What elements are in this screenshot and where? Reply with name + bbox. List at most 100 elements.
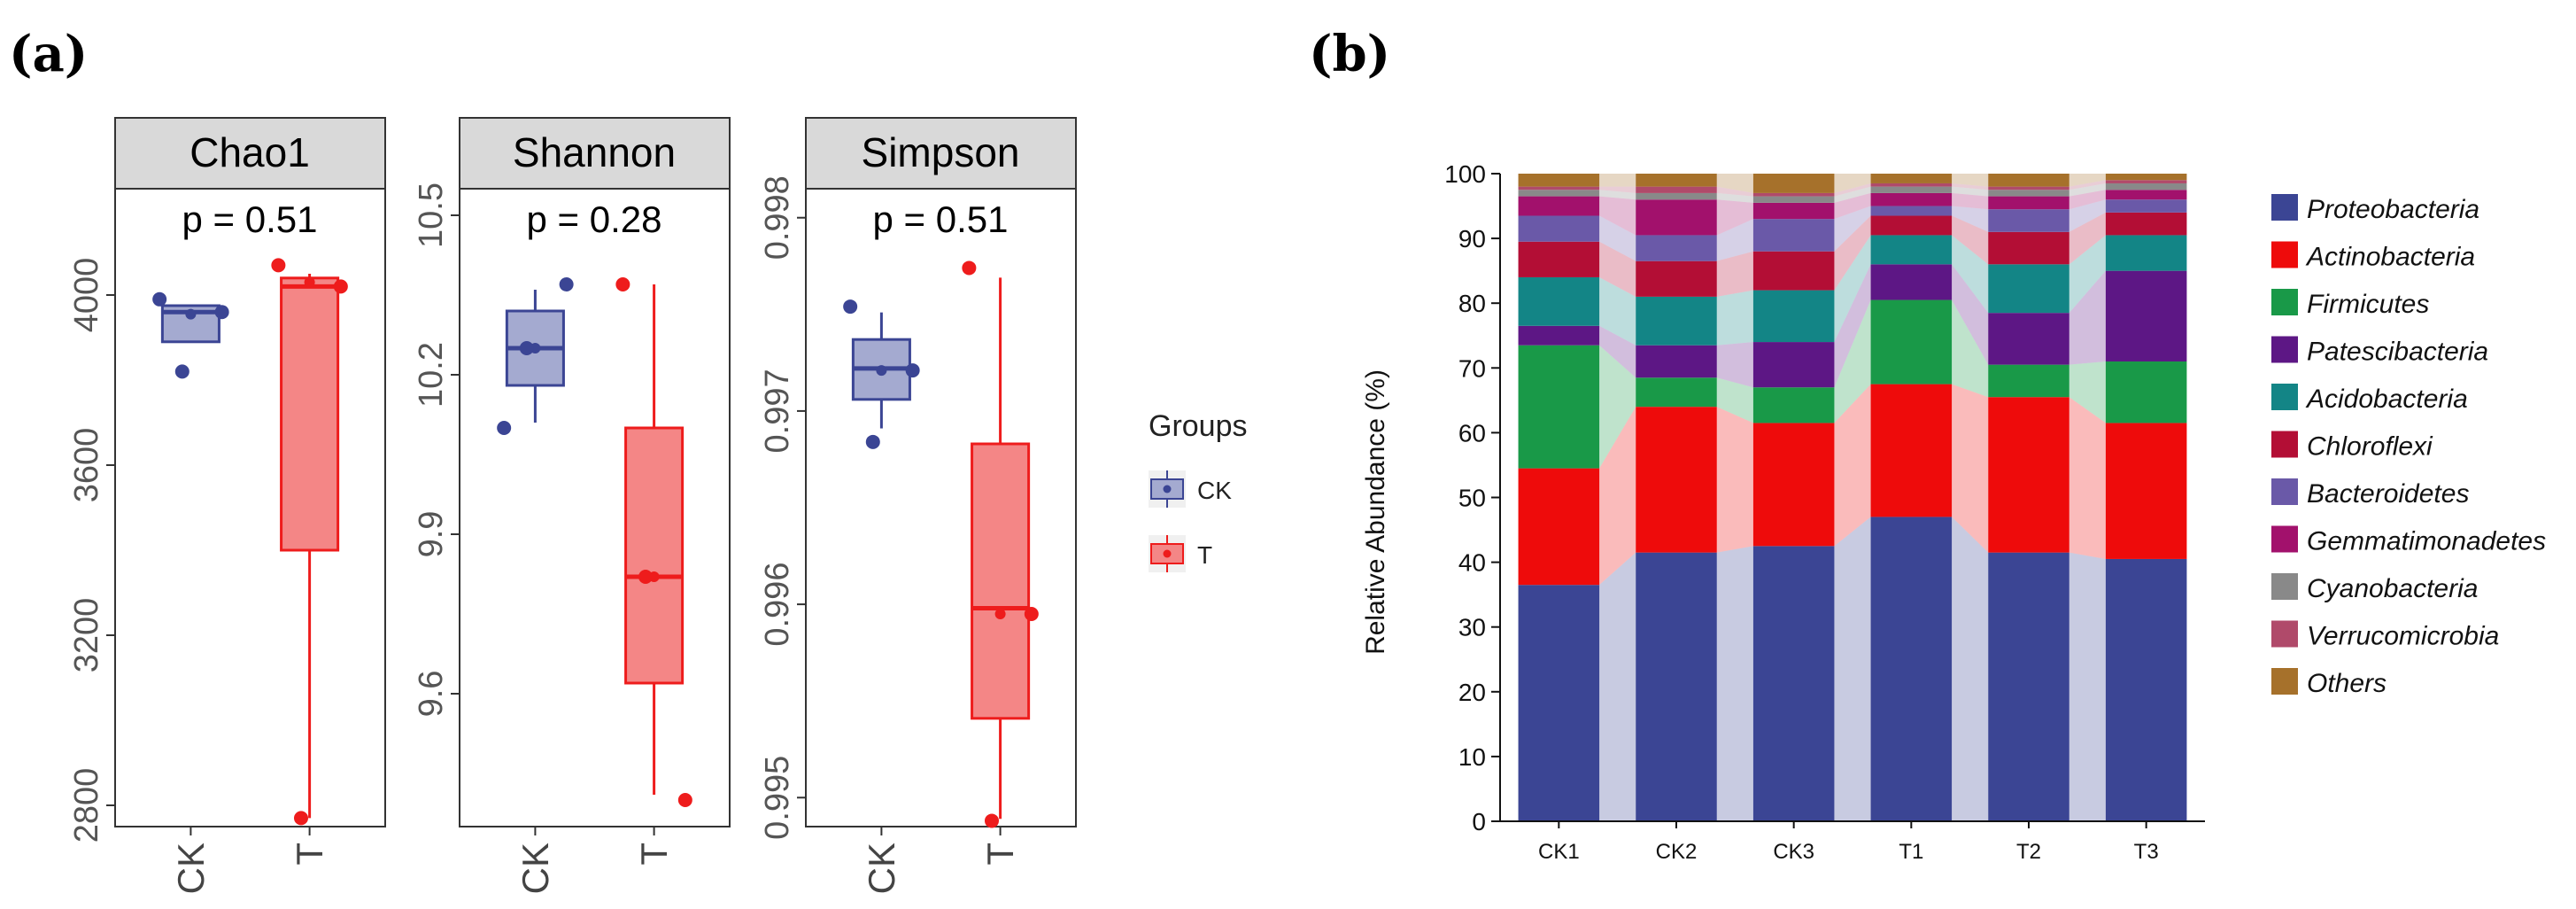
bar-segment (1870, 215, 1953, 236)
bar-t1 (1870, 174, 1953, 821)
connector-band (1834, 384, 1871, 547)
legend-swatch (2271, 431, 2298, 458)
bar-segment (1752, 342, 1835, 388)
bar-segment (1636, 552, 1717, 821)
p-value-label: p = 0.51 (873, 198, 1009, 240)
bar-segment (1636, 345, 1717, 378)
bar-segment (1988, 264, 2069, 314)
connector-band (2069, 212, 2106, 265)
data-point (1024, 607, 1039, 621)
y-tick-label: 0.997 (759, 369, 796, 453)
bar-segment (1870, 517, 1953, 821)
p-value-label: p = 0.28 (527, 198, 662, 240)
connector-band (1716, 290, 1753, 346)
connector-band (1599, 345, 1636, 469)
connector-band (1952, 384, 1989, 553)
legend-item: Gemmatimonadetes (2271, 525, 2546, 556)
legend-item: Chloroflexi (2271, 431, 2433, 462)
bar-segment (2105, 190, 2187, 200)
data-point (214, 305, 229, 320)
y-axis: 9.6 9.9 10.2 10.5 (413, 183, 460, 717)
connector-band (1834, 206, 1871, 252)
bar-segment (1518, 241, 1600, 277)
legend-label: Bacteroidetes (2307, 479, 2469, 509)
legend-item-ck: CK (1149, 470, 1232, 508)
bar-segment (1518, 186, 1600, 190)
data-point (497, 421, 512, 435)
legend-item: Actinobacteria (2271, 241, 2475, 272)
bar-segment (1752, 251, 1835, 291)
connector-band (1834, 517, 1871, 821)
bar-segment (1518, 468, 1600, 586)
connector-band (1716, 186, 1753, 197)
panel-label-b: (b) (1309, 25, 1390, 83)
connector-band (2069, 183, 2106, 197)
bar-segment (1752, 174, 1835, 193)
bar-segment (1636, 186, 1717, 193)
connector-band (2069, 552, 2106, 821)
connector-band (1599, 276, 1636, 346)
bar-t3 (2105, 174, 2187, 821)
bar-segment (1988, 364, 2069, 398)
box-ck (497, 277, 574, 435)
legend-label: Acidobacteria (2305, 385, 2468, 414)
bar-layer (1518, 174, 2187, 821)
y-tick-label: 0.995 (759, 756, 796, 840)
bar-ck2 (1636, 174, 1717, 821)
bar-segment (2105, 235, 2187, 271)
bar-segment (1518, 215, 1600, 242)
bar-segment (2105, 423, 2187, 559)
y-tick-label: 30 (1458, 614, 1486, 641)
data-point (293, 811, 308, 826)
simpson-facet: Simpson p = 0.51 0.995 0.996 0.997 0.998 CK… (759, 117, 1077, 894)
connector-band (1834, 174, 1871, 193)
legend-label: Verrucomicrobia (2307, 622, 2499, 651)
y-tick-label: 50 (1458, 485, 1486, 512)
legend-swatch (2271, 289, 2298, 315)
mean-point (994, 609, 1006, 619)
bar-segment (2105, 174, 2187, 181)
legend-label: Others (2307, 669, 2386, 698)
legend-label: Proteobacteria (2307, 195, 2479, 224)
bar-segment (1752, 202, 1835, 220)
connector-band (1599, 407, 1636, 586)
bar-segment (1636, 192, 1717, 200)
bar-segment (1870, 384, 1953, 517)
bar-segment (1518, 325, 1600, 346)
groups-legend: Groups CK T (1149, 409, 1248, 572)
bar-segment (1988, 186, 2069, 190)
legend-item-t: T (1149, 535, 1212, 572)
x-category-label: CK (170, 843, 212, 894)
x-axis: CK T (514, 827, 675, 894)
bar-segment (1518, 345, 1600, 469)
bar-segment (1636, 296, 1717, 346)
legend-key-dot (1163, 485, 1172, 493)
bar-segment (1988, 552, 2069, 821)
bar-segment (1518, 276, 1600, 326)
x-tick-label: T1 (1899, 840, 1923, 864)
x-tick-label: T3 (2134, 840, 2159, 864)
bar-segment (1636, 407, 1717, 553)
x-category-label: T (289, 843, 330, 866)
connector-band (1834, 215, 1871, 291)
facet-strip (114, 117, 386, 190)
stacked-bar-chart: Relative Abundance (%) 0 10 20 30 40 50 60 70 80… (1361, 160, 2546, 864)
box-ck (152, 291, 229, 379)
x-axis: CK T (170, 827, 330, 894)
connector-band (1952, 206, 1989, 232)
bar-segment (1518, 196, 1600, 216)
y-tick-label: 60 (1458, 419, 1486, 447)
box-layer (152, 258, 348, 826)
box-t (271, 258, 348, 826)
bar-segment (1518, 174, 1600, 187)
legend-label: Cyanobacteria (2307, 574, 2478, 603)
legend-label: Patescibacteria (2307, 338, 2488, 367)
legend-label: Chloroflexi (2307, 432, 2433, 462)
legend-swatch (2271, 620, 2298, 648)
legend-item: Proteobacteria (2271, 194, 2479, 224)
connector-band (1952, 215, 1989, 265)
y-tick-label: 20 (1458, 679, 1486, 706)
bar-segment (1752, 423, 1835, 547)
data-point (152, 291, 167, 307)
